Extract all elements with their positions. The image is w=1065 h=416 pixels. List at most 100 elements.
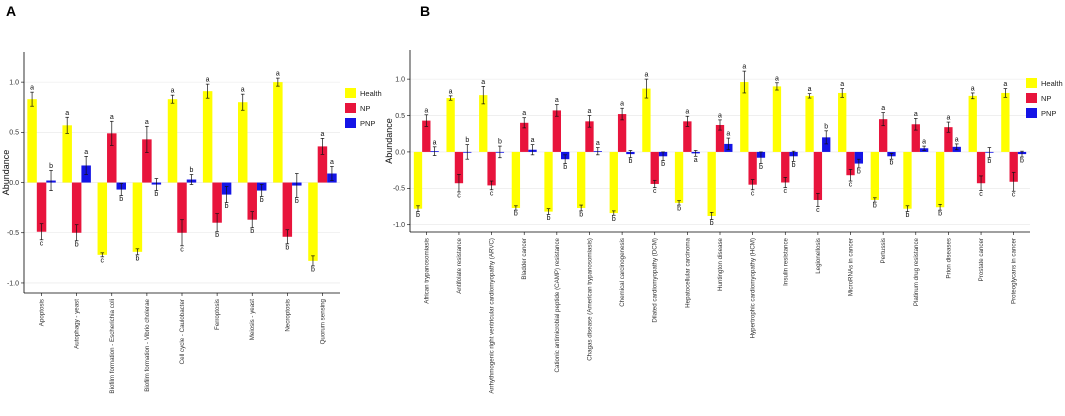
significance-letter: b: [225, 203, 229, 210]
bar-health: [642, 88, 651, 152]
bar-np: [247, 182, 257, 220]
significance-letter: b: [906, 212, 910, 219]
legend-label: NP: [360, 104, 370, 113]
significance-letter: c: [751, 190, 755, 197]
x-tick-label: Necroptosis: [284, 299, 291, 332]
bar-health: [870, 151, 879, 200]
y-tick-label: 0.0: [9, 180, 19, 187]
significance-letter: c: [784, 188, 788, 195]
significance-letter: b: [250, 228, 254, 235]
significance-letter: b: [857, 168, 861, 175]
significance-letter: a: [946, 115, 950, 122]
legend-label: NP: [1041, 94, 1051, 103]
significance-letter: b: [119, 196, 123, 203]
significance-letter: b: [628, 158, 632, 165]
bar-health: [446, 98, 455, 152]
legend-label: Health: [1041, 79, 1063, 88]
significance-letter: a: [596, 140, 600, 147]
significance-letter: a: [694, 157, 698, 164]
x-tick-label: Prostate cancer: [978, 238, 985, 281]
bar-health: [413, 151, 423, 209]
significance-letter: b: [416, 212, 420, 219]
bar-health: [238, 102, 248, 183]
significance-letter: b: [260, 197, 264, 204]
significance-letter: a: [922, 139, 926, 146]
significance-letter: b: [135, 255, 139, 262]
y-axis-title: Abundance: [1, 150, 11, 196]
x-tick-label: Hypertrophic cardiomyopathy (HCM): [750, 238, 757, 338]
significance-letter: b: [295, 198, 299, 205]
bar-health: [62, 125, 72, 183]
bar-health: [903, 151, 912, 209]
bar-np: [487, 151, 496, 186]
y-tick-label: 1.0: [395, 77, 405, 84]
significance-letter: a: [30, 85, 34, 92]
significance-letter: c: [816, 207, 820, 214]
bar-health: [511, 151, 521, 208]
significance-letter: c: [849, 182, 853, 189]
significance-letter: a: [718, 112, 722, 119]
legend-swatch-np: [1026, 93, 1037, 103]
significance-letter: a: [449, 88, 453, 95]
bar-np: [177, 182, 187, 233]
significance-letter: c: [101, 257, 105, 264]
y-tick-label: 1.0: [9, 80, 19, 87]
significance-letter: a: [971, 85, 975, 92]
x-tick-label: Legionellosis: [815, 238, 822, 274]
bar-np: [454, 151, 464, 184]
significance-letter: b: [215, 232, 219, 239]
bar-health: [27, 99, 37, 183]
x-tick-label: Arrhythmogenic right ventricular cardiom…: [489, 238, 496, 394]
bar-np: [212, 182, 222, 223]
significance-letter: b: [311, 266, 315, 273]
bar-health: [132, 182, 143, 252]
significance-letter: a: [65, 110, 69, 117]
significance-letter: b: [873, 203, 877, 210]
legend-swatch-health: [1026, 78, 1037, 88]
bar-health: [609, 151, 618, 214]
significance-letter: a: [1003, 81, 1007, 88]
bar-health: [707, 151, 716, 216]
significance-letter: b: [498, 139, 502, 146]
significance-letter: b: [710, 220, 714, 227]
significance-letter: c: [1012, 192, 1016, 199]
significance-letter: a: [808, 86, 812, 93]
significance-letter: b: [154, 191, 158, 198]
y-tick-label: -0.5: [393, 186, 405, 193]
bar-health: [968, 95, 977, 152]
legend-swatch-health: [345, 88, 356, 98]
legend-label: Health: [360, 89, 382, 98]
bar-health: [273, 82, 283, 183]
bar-health: [740, 82, 749, 152]
significance-letter: c: [457, 192, 461, 199]
bar-health: [935, 151, 945, 208]
x-tick-label: Chemical carcinogenesis: [619, 238, 626, 307]
significance-letter: b: [563, 164, 567, 171]
significance-letter: c: [490, 190, 494, 197]
bar-np: [944, 127, 953, 152]
significance-letter: b: [759, 164, 763, 171]
bar-pnp: [854, 151, 864, 164]
significance-letter: a: [620, 101, 624, 108]
x-tick-label: Dilated cardiomyopathy (DCM): [652, 238, 659, 323]
bar-np: [585, 121, 594, 152]
significance-letter: b: [547, 215, 551, 222]
significance-letter: b: [465, 137, 469, 144]
significance-letter: a: [955, 136, 959, 143]
x-tick-label: Apoptosis: [39, 299, 46, 326]
significance-letter: b: [987, 158, 991, 165]
x-tick-label: Cationic antimicrobial peptide (CAMP) re…: [554, 237, 561, 372]
x-tick-label: Biofilm formation - Escherichia coli: [109, 299, 116, 394]
y-axis-title: Abundance: [384, 118, 394, 164]
bar-np: [552, 110, 562, 152]
bar-np: [142, 139, 152, 183]
chart-a: -1.0 -0.5 0.0 0.5 1.0 Abundance a c b Apoptosis a b…: [1, 52, 382, 394]
significance-letter: a: [775, 75, 779, 82]
significance-letter: a: [742, 64, 746, 71]
y-tick-label: -1.0: [7, 280, 19, 287]
significance-letter: a: [531, 137, 535, 144]
bar-np: [282, 182, 293, 237]
significance-letter: b: [677, 206, 681, 213]
bar-np: [317, 146, 328, 183]
significance-letter: b: [1020, 158, 1024, 165]
